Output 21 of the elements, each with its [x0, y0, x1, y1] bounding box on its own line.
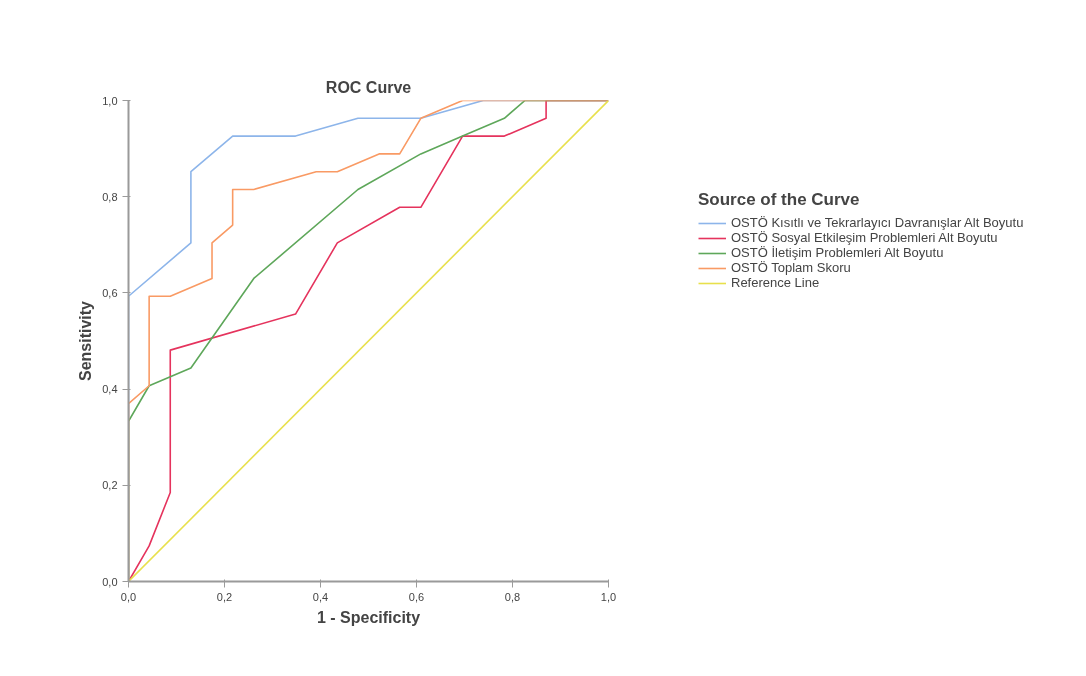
x-tick-label: 1,0 — [600, 590, 617, 603]
legend-label: OSTÖ Toplam Skoru — [731, 260, 851, 275]
x-tick-label: 0,2 — [216, 590, 233, 603]
x-tick-label: 0,0 — [120, 590, 137, 603]
y-tick-label: 0,2 — [102, 479, 118, 492]
y-axis-title: Sensitivity — [77, 300, 95, 382]
y-tick-label: 0,6 — [102, 286, 118, 299]
x-tick-label: 0,4 — [312, 590, 329, 603]
x-axis-title: 1 - Specificity — [316, 608, 421, 626]
y-tick-label: 0,8 — [102, 190, 118, 203]
y-tick-label: 0,4 — [102, 383, 118, 396]
legend-label: OSTÖ İletişim Problemleri Alt Boyutu — [731, 245, 944, 260]
legend-label: OSTÖ Sosyal Etkileşim Problemleri Alt Boyutu — [731, 230, 998, 245]
legend-title: Source of the Curve — [698, 190, 861, 210]
y-tick-label: 1,0 — [102, 94, 118, 107]
x-tick-label: 0,6 — [408, 590, 425, 603]
x-tick-label: 0,8 — [504, 590, 521, 603]
y-tick-label: 0,0 — [102, 575, 118, 588]
legend-label: OSTÖ Kısıtlı ve Tekrarlayıcı Davranışlar Alt Boyutu — [731, 215, 1024, 230]
legend-label: Reference Line — [731, 275, 820, 290]
chart-title: ROC Curve — [325, 78, 412, 96]
